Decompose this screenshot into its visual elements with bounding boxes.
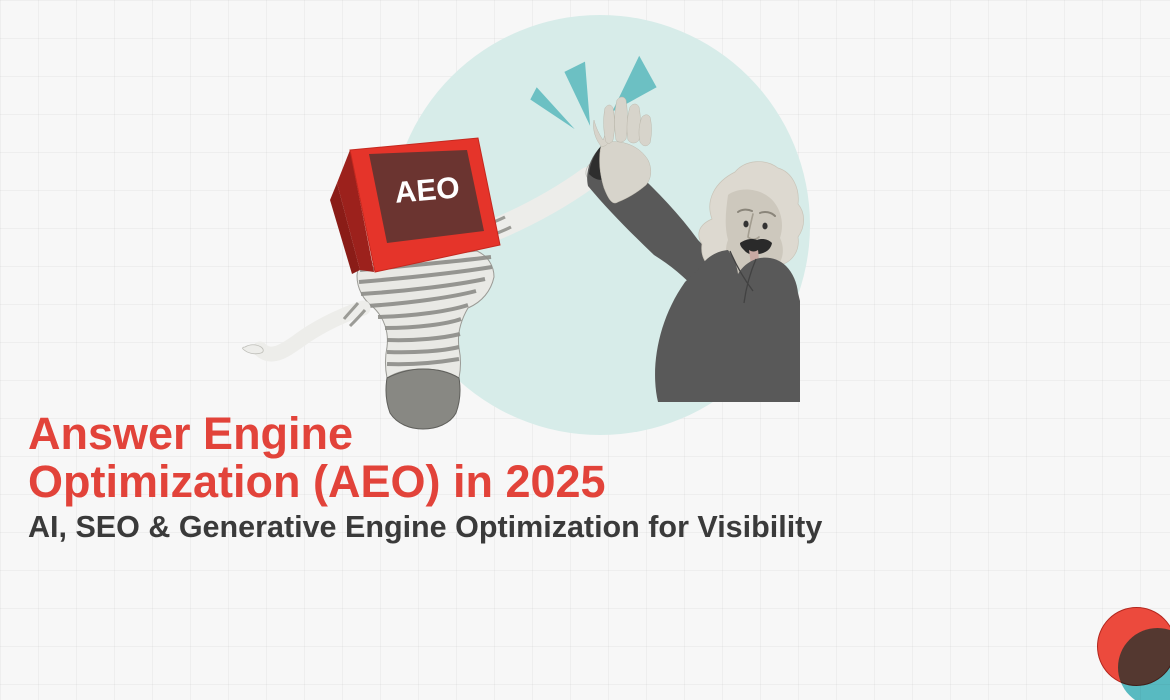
- svg-text:AEO: AEO: [393, 171, 461, 210]
